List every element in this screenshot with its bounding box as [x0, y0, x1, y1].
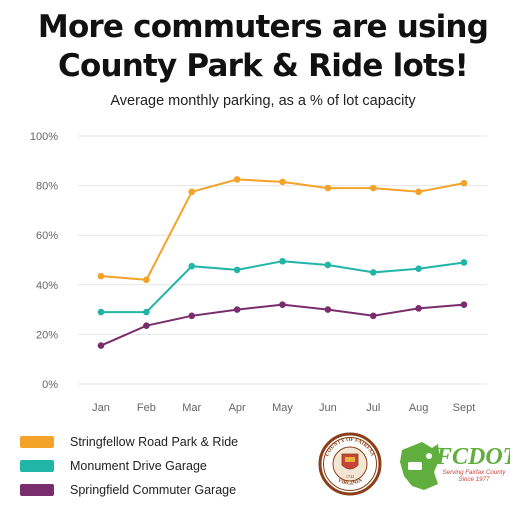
- data-point: [97, 342, 105, 349]
- data-point: [188, 312, 196, 320]
- data-point: [143, 308, 150, 316]
- x-tick-label: Apr: [229, 402, 246, 414]
- chart-title-line-2: County Park & Ride lots!: [58, 48, 469, 84]
- chart-title: More commuters are using County Park & R…: [0, 8, 526, 86]
- data-point: [233, 266, 241, 274]
- data-point: [188, 262, 196, 270]
- data-point: [324, 261, 332, 269]
- legend-swatch-springfield: [20, 484, 54, 496]
- bike-icon: [426, 453, 432, 459]
- x-tick-label: Sept: [453, 402, 476, 414]
- data-point: [369, 184, 377, 192]
- bus-icon: [408, 462, 422, 470]
- fcdot-tagline-2: Since 1977: [459, 476, 491, 483]
- legend-label-springfield: Springfield Commuter Garage: [70, 483, 237, 497]
- chart-subtitle: Average monthly parking, as a % of lot c…: [110, 93, 416, 109]
- fcdot-wordmark: FCDOT: [435, 444, 510, 470]
- data-point: [415, 305, 422, 312]
- data-point: [97, 308, 105, 316]
- data-point: [143, 276, 150, 284]
- legend-label-stringfellow: Stringfellow Road Park & Ride: [70, 435, 239, 449]
- series-2: [97, 301, 468, 349]
- data-point: [324, 184, 332, 192]
- svg-text:VIRGINIA: VIRGINIA: [337, 477, 364, 486]
- y-tick-label: 20%: [36, 329, 58, 341]
- y-tick-label: 80%: [36, 181, 58, 193]
- y-tick-label: 100%: [30, 131, 58, 143]
- x-tick-label: Aug: [409, 402, 429, 414]
- chart-series: [97, 176, 468, 349]
- data-point: [369, 312, 377, 320]
- series-0: [97, 176, 468, 284]
- fcdot-logo: FCDOT Serving Fairfax County Since 1977: [400, 442, 510, 490]
- legend-swatch-stringfellow: [20, 436, 54, 448]
- x-tick-label: Jan: [92, 402, 110, 414]
- data-point: [279, 257, 286, 265]
- seal-year: 1742: [346, 474, 354, 479]
- data-point: [97, 272, 105, 280]
- y-axis-ticks: 0% 20% 40% 60% 80% 100%: [30, 131, 58, 391]
- x-axis-ticks: Jan Feb Mar Apr May Jun Jul Aug Sept: [92, 402, 475, 414]
- legend-label-monument: Monument Drive Garage: [70, 459, 207, 473]
- data-point: [279, 178, 286, 186]
- data-point: [369, 269, 377, 276]
- x-tick-label: May: [272, 402, 293, 414]
- x-tick-label: Jun: [319, 402, 337, 414]
- x-tick-label: Mar: [182, 402, 201, 414]
- data-point: [233, 176, 241, 183]
- seal-bottom-text: VIRGINIA: [337, 477, 364, 486]
- data-point: [460, 259, 468, 266]
- y-tick-label: 0%: [42, 379, 58, 391]
- series-line: [100, 178, 465, 281]
- county-seal-logo: COUNTY OF FAIRFAX VIRGINIA 1742: [318, 432, 382, 496]
- x-tick-label: Feb: [137, 402, 156, 414]
- data-point: [460, 301, 468, 308]
- data-point: [460, 179, 468, 187]
- y-tick-label: 60%: [36, 230, 58, 242]
- data-point: [188, 188, 196, 196]
- series-1: [97, 257, 468, 316]
- x-tick-label: Jul: [366, 402, 380, 414]
- chart-title-line-1: More commuters are using: [37, 9, 489, 45]
- legend-swatch-monument: [20, 460, 54, 472]
- data-point: [415, 265, 422, 272]
- data-point: [279, 301, 286, 308]
- data-point: [324, 306, 332, 313]
- chart-gridlines: [78, 135, 487, 385]
- series-line: [100, 303, 465, 347]
- fcdot-tagline-1: Serving Fairfax County: [443, 469, 507, 476]
- data-point: [415, 188, 422, 196]
- data-point: [143, 322, 150, 330]
- seal-emblem-icon: [345, 457, 355, 462]
- y-tick-label: 40%: [36, 280, 58, 292]
- data-point: [233, 306, 241, 313]
